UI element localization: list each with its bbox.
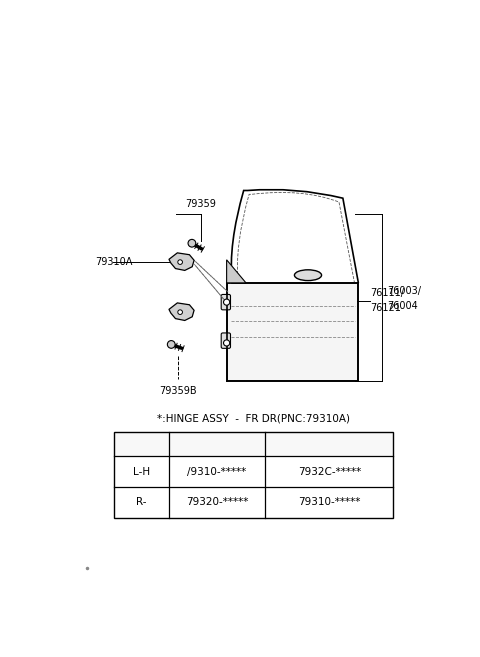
Text: 76111/: 76111/ (370, 288, 404, 298)
Polygon shape (227, 283, 359, 382)
FancyBboxPatch shape (221, 294, 230, 310)
Text: 79320-*****: 79320-***** (186, 497, 248, 507)
Text: 79359: 79359 (186, 198, 216, 208)
Bar (114, 432, 393, 518)
Polygon shape (227, 260, 246, 283)
FancyBboxPatch shape (221, 333, 230, 348)
Circle shape (188, 239, 196, 247)
Text: 76004: 76004 (387, 301, 418, 311)
Ellipse shape (294, 270, 322, 281)
Text: UPR: UPR (206, 439, 228, 449)
Circle shape (178, 310, 182, 315)
Circle shape (224, 340, 230, 346)
Text: 79310-*****: 79310-***** (298, 497, 360, 507)
Polygon shape (169, 253, 194, 271)
Text: R-: R- (136, 497, 146, 507)
Circle shape (168, 340, 175, 348)
Circle shape (178, 260, 182, 264)
Circle shape (224, 299, 230, 306)
Bar (114, 432, 393, 456)
Text: L-H: L-H (133, 466, 150, 476)
Text: *:HINGE ASSY  -  FR DR(PNC:79310A): *:HINGE ASSY - FR DR(PNC:79310A) (157, 413, 350, 423)
Text: 76121: 76121 (370, 302, 401, 313)
Text: LWR: LWR (318, 439, 340, 449)
Text: 79359B: 79359B (159, 386, 197, 396)
Text: 79310A: 79310A (95, 257, 132, 267)
Text: 76003/: 76003/ (387, 286, 421, 296)
Polygon shape (169, 303, 194, 321)
Text: 7932C-*****: 7932C-***** (298, 466, 361, 476)
Text: /9310-*****: /9310-***** (187, 466, 247, 476)
